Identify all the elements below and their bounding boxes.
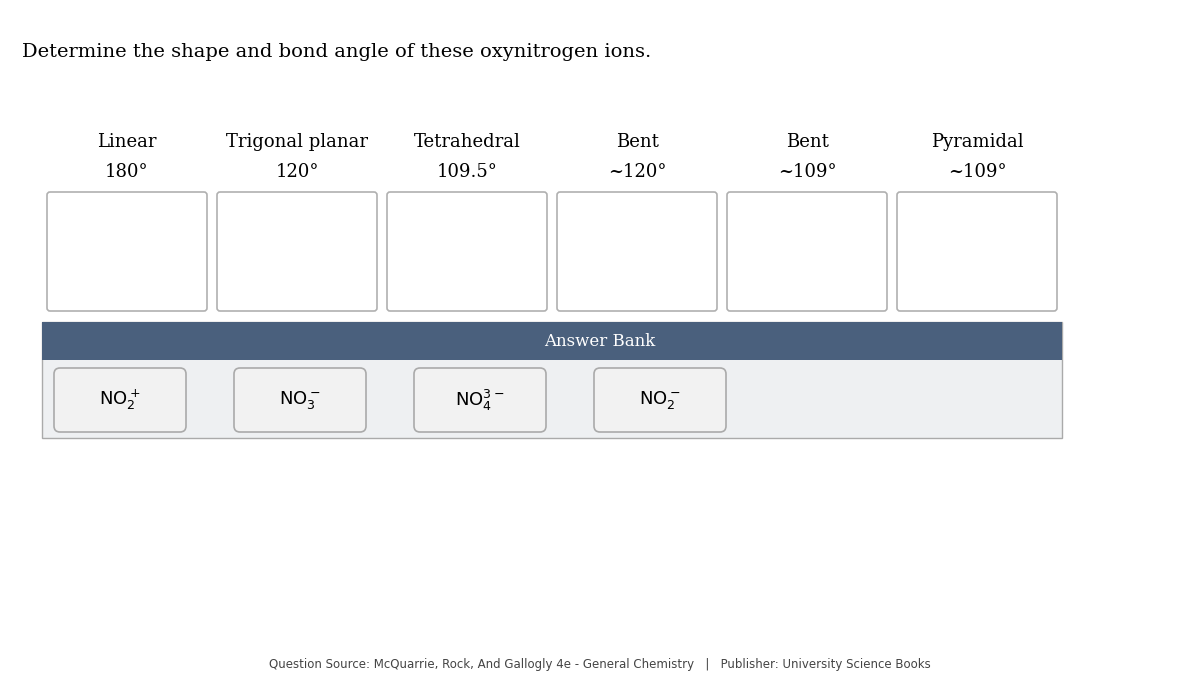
FancyBboxPatch shape: [234, 368, 366, 432]
Text: Tetrahedral: Tetrahedral: [414, 133, 521, 151]
Text: Answer Bank: Answer Bank: [545, 333, 655, 349]
Text: $\mathregular{NO_2^+}$: $\mathregular{NO_2^+}$: [100, 388, 140, 412]
Text: $\mathregular{NO_4^{3-}}$: $\mathregular{NO_4^{3-}}$: [455, 387, 505, 413]
Text: Trigonal planar: Trigonal planar: [226, 133, 368, 151]
Text: 109.5°: 109.5°: [437, 163, 498, 181]
FancyBboxPatch shape: [217, 192, 377, 311]
FancyBboxPatch shape: [727, 192, 887, 311]
Text: ~109°: ~109°: [778, 163, 836, 181]
FancyBboxPatch shape: [557, 192, 718, 311]
FancyBboxPatch shape: [898, 192, 1057, 311]
Text: Bent: Bent: [786, 133, 828, 151]
FancyBboxPatch shape: [386, 192, 547, 311]
Text: ~109°: ~109°: [948, 163, 1007, 181]
Text: 120°: 120°: [275, 163, 319, 181]
FancyBboxPatch shape: [414, 368, 546, 432]
FancyBboxPatch shape: [594, 368, 726, 432]
Bar: [42, 322, 1062, 360]
Text: 180°: 180°: [106, 163, 149, 181]
Text: ~120°: ~120°: [607, 163, 666, 181]
Text: Determine the shape and bond angle of these oxynitrogen ions.: Determine the shape and bond angle of th…: [22, 43, 652, 61]
FancyBboxPatch shape: [47, 192, 208, 311]
Text: Question Source: McQuarrie, Rock, And Gallogly 4e - General Chemistry   |   Publ: Question Source: McQuarrie, Rock, And Ga…: [269, 658, 931, 671]
Text: $\mathregular{NO_3^-}$: $\mathregular{NO_3^-}$: [280, 389, 320, 411]
Text: Linear: Linear: [97, 133, 157, 151]
FancyBboxPatch shape: [54, 368, 186, 432]
Bar: [42, 322, 1062, 438]
Text: Bent: Bent: [616, 133, 659, 151]
Text: $\mathregular{NO_2^-}$: $\mathregular{NO_2^-}$: [640, 389, 680, 411]
Text: Pyramidal: Pyramidal: [931, 133, 1024, 151]
